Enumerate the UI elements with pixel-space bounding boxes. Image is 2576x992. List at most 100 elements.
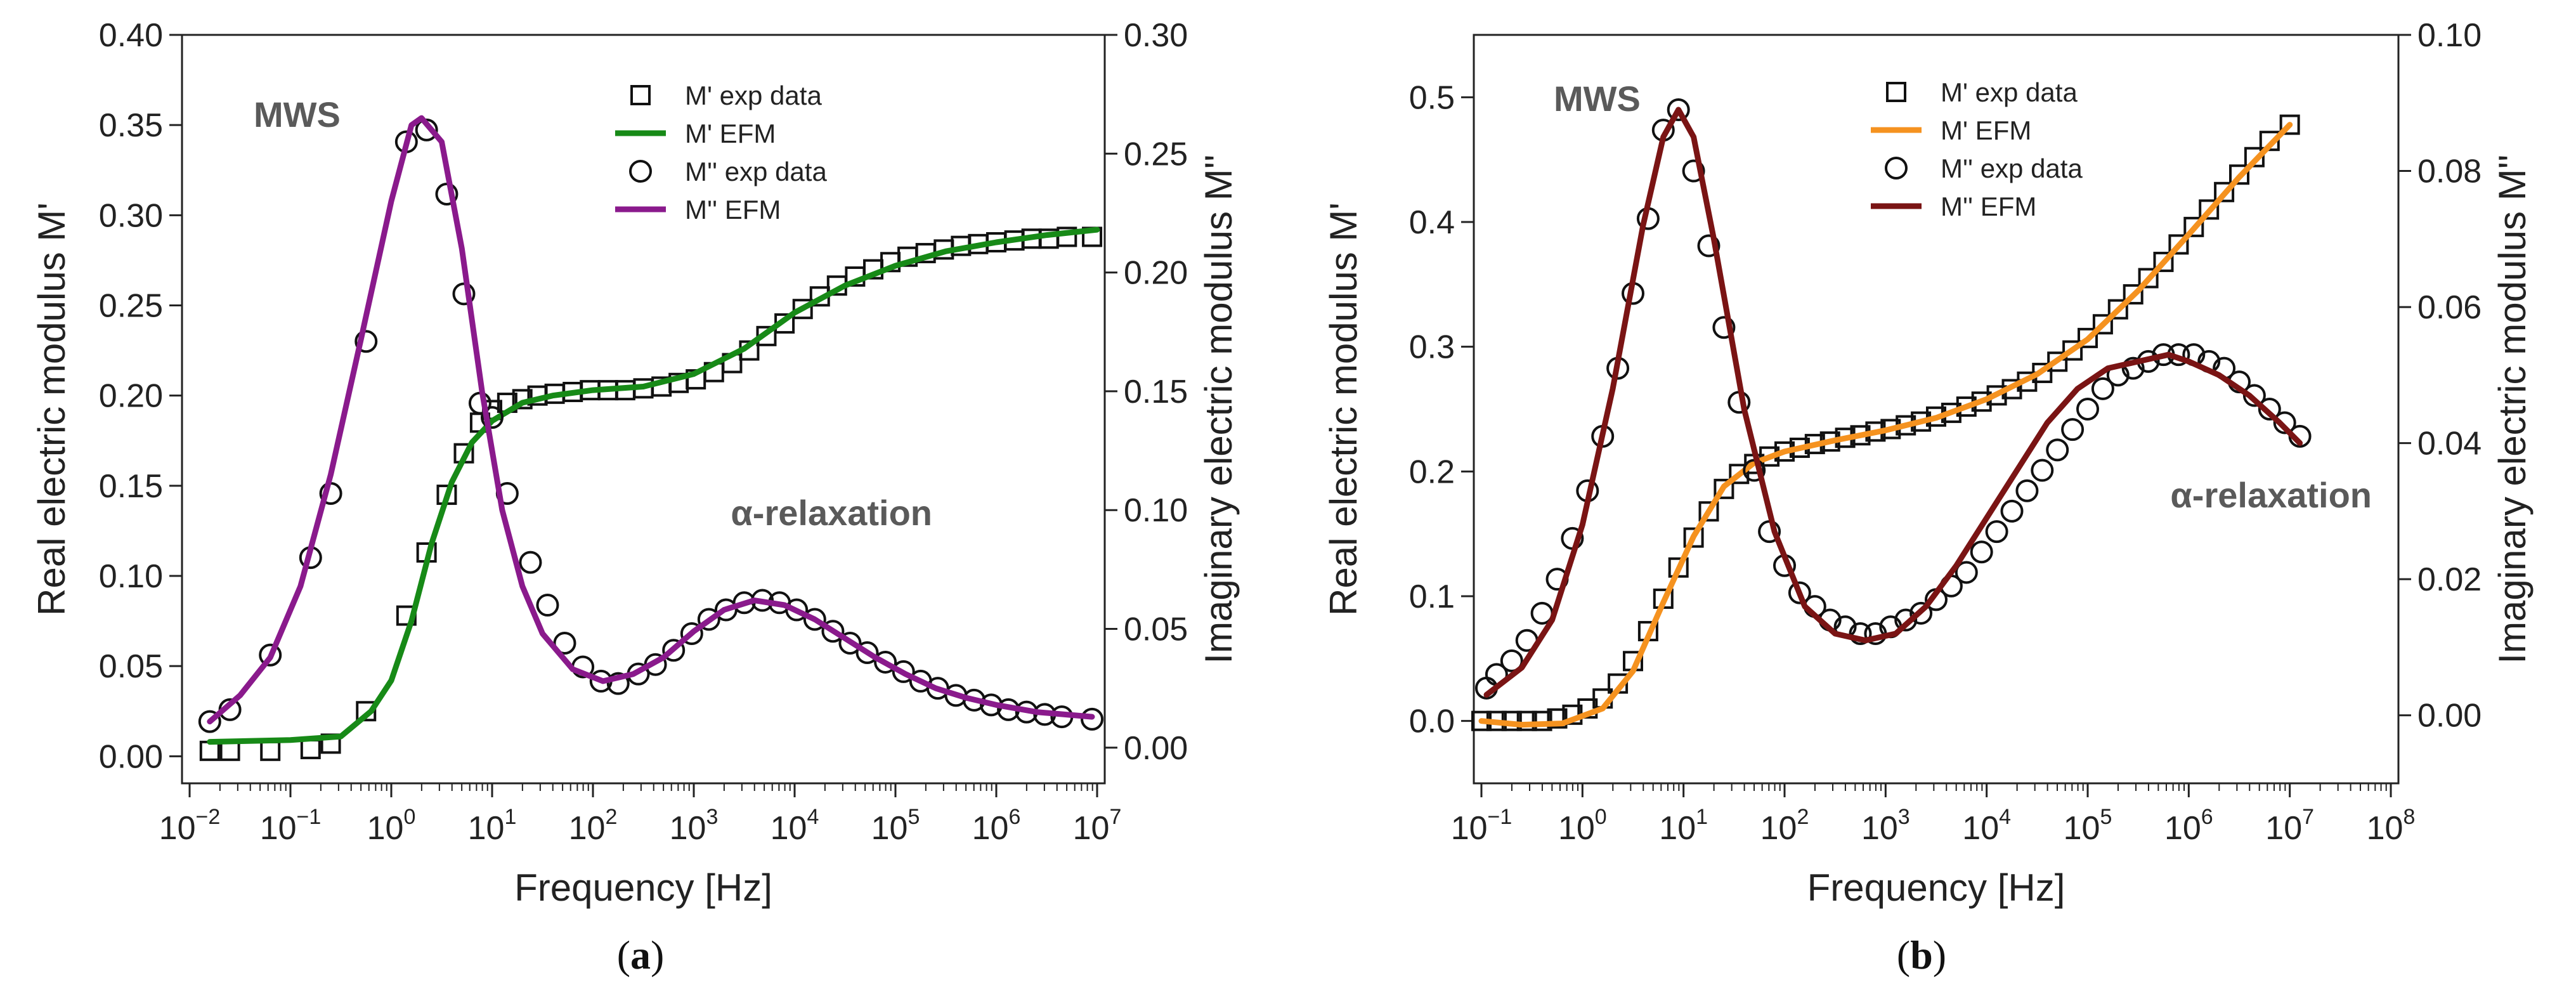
- panel-b-mdouble-exp-point: [2273, 411, 2296, 434]
- panel-b-y-tick-label: 0.5: [1409, 79, 1455, 116]
- panel-b-y2-tick-label: 0.06: [2417, 289, 2482, 326]
- panel-b-legend-swatch-0: [1886, 82, 1906, 102]
- panel-b-series-3-line: [1483, 107, 2303, 698]
- panel-b-x-tick-label: 100: [1558, 805, 1607, 847]
- panel-a-y2-tick-label: 0.20: [1124, 255, 1188, 292]
- panel-a-x-tick-label: 106: [972, 805, 1021, 847]
- panel-b-legend-mprime-exp: M' exp data: [1941, 77, 2078, 107]
- panel-b-mdouble-exp-point: [2031, 459, 2054, 482]
- panel-b-mdouble-exp-point: [1500, 649, 1523, 672]
- panel-b-mprime-exp-point: [2047, 351, 2068, 372]
- panel-b-mdouble-exp-point: [1667, 98, 1690, 121]
- panel-b-mdouble-exp-point: [1697, 234, 1721, 258]
- panel-a-alpha-relaxation-annotation: α-relaxation: [731, 493, 932, 533]
- panel-b-alpha-relaxation-annotation: α-relaxation: [2170, 475, 2372, 515]
- panel-b-mprime-exp-point: [2123, 284, 2143, 305]
- panel-a-y-tick-label: 0.25: [99, 288, 163, 325]
- panel-b-y2-tick-label: 0.10: [2417, 17, 2482, 54]
- panel-a-legend-mdouble-efm: M'' EFM: [685, 195, 781, 225]
- panel-b-mdouble-exp-point: [2076, 398, 2099, 421]
- panel-a-mprime-exp-point: [260, 740, 281, 761]
- panel-a-mdouble-exp-point: [680, 622, 703, 645]
- panel-b-mdouble-exp-point: [2258, 398, 2281, 421]
- panel-b-mprime-exp-point: [2168, 234, 2189, 255]
- panel-a-mdouble-exp-point: [1081, 707, 1104, 731]
- panel-b-y-tick-label: 0.1: [1409, 578, 1455, 615]
- panel-b-mdouble-exp-point: [1955, 561, 1978, 584]
- panel-b-caption-letter: b: [1910, 932, 1933, 977]
- panel-a-y-tick-label: 0.20: [99, 378, 163, 415]
- panel-a-series-1-line: [207, 226, 1100, 745]
- panel-b-mdouble-exp-point: [1712, 316, 1736, 339]
- panel-a-x-tick-label: 10−2: [159, 805, 221, 847]
- panel-b-plot-frame: [1473, 34, 2400, 785]
- panel-a-y2-axis-title: Imaginary electric modulus M'': [1197, 154, 1240, 663]
- panel-b-y2-tick-label: 0.00: [2417, 698, 2482, 734]
- panel-a-mprime-exp-point: [219, 740, 240, 761]
- panel-b-mdouble-exp-point: [2091, 377, 2114, 400]
- panel-a-mprime-exp-point: [792, 299, 813, 320]
- panel-a-y-axis-title: Real electric modulus M': [30, 202, 73, 616]
- panel-a-y2-tick-label: 0.30: [1124, 17, 1188, 54]
- panel-a-mdouble-exp-point: [697, 608, 720, 631]
- panel-a-mdouble-exp-point: [785, 598, 809, 622]
- panel-b-mprime-exp-point: [1698, 501, 1719, 522]
- panel-b-mdouble-exp-point: [1682, 159, 1705, 183]
- panel-b-x-tick-label: 103: [1861, 805, 1910, 847]
- panel-a-mdouble-exp-point: [452, 282, 476, 306]
- panel-b-mprime-exp-point: [2078, 327, 2098, 348]
- panel-b-mprime-exp-point: [2183, 216, 2204, 237]
- panel-a-caption-label: (a): [617, 932, 665, 977]
- panel-b-y-tick-label: 0.4: [1409, 204, 1455, 241]
- panel-b-chart: MWS α-relaxation Frequency [Hz] Real ele…: [1322, 17, 2534, 909]
- panel-a-mprime-exp-point: [1057, 226, 1077, 247]
- panel-b-y-tick-label: 0.0: [1409, 703, 1455, 740]
- panel-b-x-tick-label: 104: [1962, 805, 2011, 847]
- panel-a-mdouble-exp-point: [892, 660, 915, 683]
- panel-a-x-tick-label: 107: [1073, 805, 1122, 847]
- panel-a-legend-mprime-efm: M' EFM: [685, 119, 776, 148]
- panel-a-y-tick-label: 0.30: [99, 197, 163, 234]
- panel-a-mdouble-exp-point: [874, 650, 897, 674]
- panel-a-mdouble-exp-point: [553, 631, 576, 655]
- panel-b-mprime-exp-point: [1547, 708, 1568, 729]
- panel-b-mprime-exp-point: [1516, 710, 1537, 731]
- panel-b-mprime-exp-point: [1714, 478, 1734, 499]
- panel-b-mdouble-exp-point: [1894, 608, 1918, 632]
- panel-b-mdouble-exp-point: [2000, 499, 2024, 523]
- panel-b-x-tick-label: 10−1: [1451, 805, 1512, 847]
- panel-a-mdouble-exp-point: [606, 672, 630, 695]
- panel-a-mdouble-exp-point: [355, 330, 378, 353]
- panel-a-y-tick-label: 0.15: [99, 468, 163, 505]
- panel-b-legend-mdouble-efm: M'' EFM: [1941, 192, 2036, 221]
- panel-b-y2-tick-label: 0.02: [2417, 561, 2482, 598]
- panel-a-x-axis-title: Frequency [Hz]: [514, 866, 772, 909]
- panel-a-mprime-exp-point: [356, 701, 377, 722]
- panel-a-y2-tick-label: 0.25: [1124, 136, 1188, 173]
- panel-a-y2-tick-label: 0.15: [1124, 374, 1188, 410]
- panel-a-mdouble-exp-point: [821, 620, 845, 643]
- panel-b-mprime-exp-point: [2244, 147, 2265, 167]
- panel-a-legend-mprime-exp: M' exp data: [685, 81, 822, 110]
- panel-a-y2-tick-label: 0.10: [1124, 492, 1188, 529]
- panel-b-y2-tick-label: 0.04: [2417, 426, 2482, 462]
- panel-a-y-tick-label: 0.35: [99, 107, 163, 144]
- panel-a-mdouble-exp-point: [259, 643, 282, 667]
- panel-a-mdouble-exp-point: [662, 639, 686, 662]
- panel-a-series-3-line: [207, 115, 1095, 725]
- panel-a-x-tick-label: 105: [871, 805, 920, 847]
- panel-b-legend-swatch-2: [1885, 157, 1908, 179]
- panel-b-legend-mprime-efm: M' EFM: [1941, 115, 2031, 145]
- panel-a-caption-letter: a: [630, 932, 651, 977]
- panel-b-mprime-exp-point: [2138, 268, 2159, 289]
- panel-b-caption-label: (b): [1897, 932, 1946, 977]
- panel-a-y2-tick-label: 0.00: [1124, 730, 1188, 767]
- panel-b-mprime-exp-point: [2279, 114, 2300, 135]
- panel-a-chart: MWS α-relaxation Frequency [Hz] Real ele…: [30, 17, 1240, 909]
- panel-a-mdouble-exp-point: [855, 641, 879, 664]
- panel-a-y2-tick-label: 0.05: [1124, 611, 1188, 648]
- panel-b-mdouble-exp-point: [2015, 479, 2039, 502]
- panel-a-legend-mdouble-exp: M'' exp data: [685, 157, 827, 186]
- panel-b-x-tick-label: 108: [2367, 805, 2416, 847]
